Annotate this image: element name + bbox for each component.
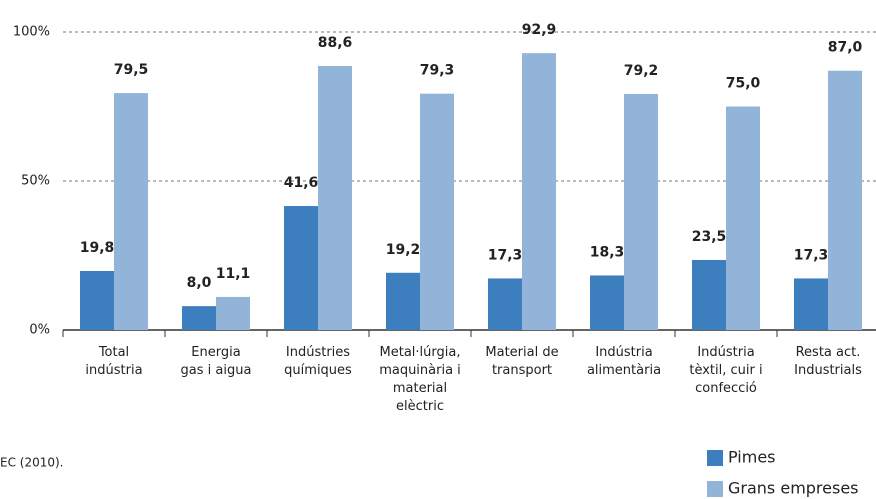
x-tick-label: Energia gas i aigua: [181, 345, 252, 378]
bar: [182, 306, 216, 330]
value-label: 79,5: [114, 62, 149, 78]
bar: [522, 53, 556, 331]
value-label: 8,0: [187, 275, 212, 291]
bar: [590, 275, 624, 330]
bar: [216, 296, 250, 330]
value-label: 79,2: [624, 63, 659, 79]
bar: [284, 206, 318, 330]
y-tick-label: 0%: [29, 323, 50, 338]
legend-swatch: [707, 481, 723, 497]
x-tick-label: Metal·lúrgia, maquinària i material elèctri…: [379, 345, 461, 414]
value-label: 41,6: [284, 175, 319, 191]
bar: [624, 93, 658, 330]
y-tick-label: 100%: [13, 25, 50, 40]
y-tick-label: 50%: [21, 174, 50, 189]
value-label: 18,3: [590, 244, 625, 260]
legend-label: Pimes: [728, 448, 776, 467]
x-tick-label: Indústria alimentària: [587, 345, 661, 378]
bar: [488, 278, 522, 330]
bar: [828, 70, 862, 331]
value-label: 11,1: [216, 266, 251, 282]
bar: [726, 106, 760, 330]
value-label: 79,3: [420, 63, 455, 79]
value-label: 17,3: [488, 247, 523, 263]
bar: [80, 270, 114, 330]
bar: [114, 93, 148, 330]
bar: [386, 272, 420, 330]
bar: [318, 65, 352, 331]
bar: [692, 259, 726, 330]
x-tick-label: Indústria tèxtil, cuir i confecció: [689, 345, 762, 396]
x-tick-label: Total indústria: [85, 345, 142, 378]
value-label: 75,0: [726, 76, 761, 92]
value-label: 88,6: [318, 35, 353, 51]
value-label: 92,9: [522, 22, 557, 38]
x-tick-label: Material de transport: [485, 345, 558, 378]
value-label: 19,8: [80, 240, 115, 256]
bar: [794, 278, 828, 330]
value-label: 19,2: [386, 242, 421, 258]
x-tick-label: Resta act. Industrials: [794, 345, 862, 378]
x-tick-label: Indústries químiques: [284, 345, 352, 378]
value-label: 87,0: [828, 40, 863, 56]
legend-label: Grans empreses: [728, 479, 859, 498]
source: EC (2010).: [0, 456, 64, 470]
value-label: 23,5: [692, 229, 727, 245]
value-label: 17,3: [794, 247, 829, 263]
bar: [420, 93, 454, 330]
legend-swatch: [707, 450, 723, 466]
